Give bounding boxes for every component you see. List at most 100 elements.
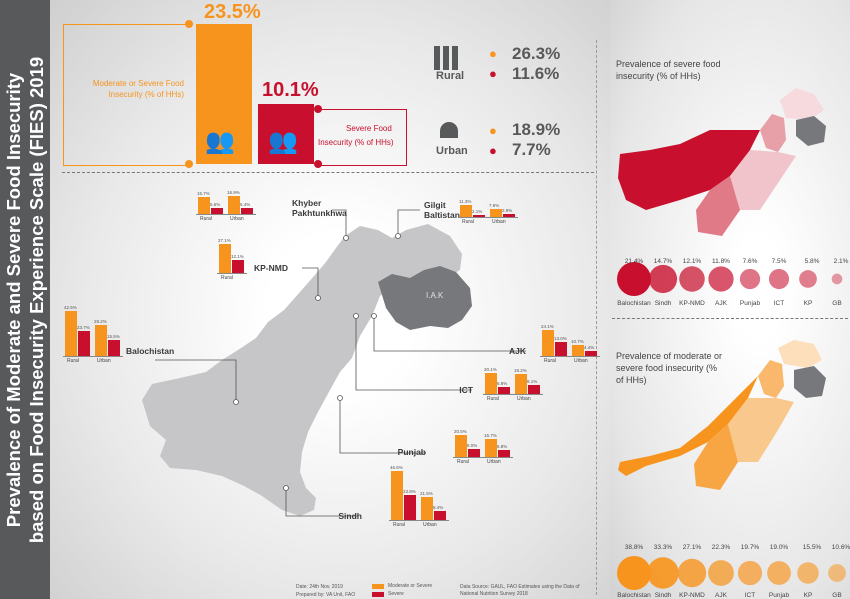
category-label-punjab-rural: Rural — [457, 459, 469, 465]
bar-severe-ajk-urban — [585, 351, 597, 356]
category-label-ajk-urban: Urban — [574, 358, 588, 364]
bar-label-severe-ict-rural: 6.8% — [497, 380, 508, 386]
category-label-sindh-urban: Urban — [423, 522, 437, 528]
people-icon-severe: 👥 — [268, 128, 298, 155]
leader-gb-dot — [395, 233, 401, 239]
province-label-khyber-pakhtunkhwa: Khyber Pakhtunkhwa — [292, 198, 347, 218]
severe-map-title: Prevalence of severe food insecurity (% … — [616, 59, 721, 81]
bubble-value-sindh: 33.3% — [654, 544, 673, 551]
severe-map-punjab — [730, 150, 796, 210]
bar-label-severe-sindh-urban: 8.4% — [433, 505, 444, 511]
bubble-value-punjab: 7.6% — [743, 258, 758, 265]
rural-label: Rural — [436, 70, 465, 82]
bubble-value-gb: 2.1% — [834, 258, 849, 265]
person-icon-urban-moderate: ● — [489, 123, 497, 138]
moderate-national-label: Moderate or Severe Food Insecurity (% of… — [92, 79, 184, 99]
province-label-punjab: Punjab — [397, 447, 426, 457]
bar-label-severe-ajk-urban: 4.4% — [584, 345, 595, 351]
moderate-national-value: 23.5% — [204, 1, 261, 23]
bubble-value-ajk: 22.3% — [712, 544, 731, 551]
bar-label-severe-khyber-pakhtunkhwa-urban: 5.4% — [240, 202, 251, 208]
bubble-value-balochistan: 38.8% — [625, 544, 644, 551]
severe-national-bar — [258, 104, 314, 164]
bar-label-moderate-gilgit-baltistan-urban: 7.9% — [489, 202, 500, 208]
bar-severe-punjab-rural — [468, 448, 480, 457]
province-label-ajk: AJK — [508, 346, 526, 356]
bar-severe-ict-rural — [498, 386, 510, 394]
category-label-gilgit-baltistan-rural: Rural — [462, 219, 474, 225]
bar-label-severe-balochistan-rural: 23.7% — [77, 324, 90, 330]
bar-label-moderate-punjab-rural: 20.5% — [454, 429, 467, 435]
bar-label-moderate-sindh-rural: 46.6% — [390, 464, 403, 470]
bar-label-moderate-khyber-pakhtunkhwa-rural: 15.7% — [197, 191, 210, 197]
moderate-map-sindh — [694, 424, 738, 490]
moderate-bubble-chart: 38.8% Balochistan 33.3% Sindh 27.1% KP-NMD 22.… — [617, 544, 850, 599]
bubble-ict — [768, 268, 790, 290]
bar-label-severe-khyber-pakhtunkhwa-rural: 5.6% — [210, 202, 221, 208]
moderate-map-kp — [758, 360, 784, 398]
leader-sindh — [285, 490, 358, 517]
leader-ict — [355, 318, 472, 391]
bar-moderate-sindh-urban — [421, 497, 433, 520]
bubble-category-sindh: Sindh — [655, 300, 672, 307]
leader-kpnmd-dot — [315, 295, 321, 301]
bar-label-moderate-ict-rural: 20.1% — [484, 366, 497, 372]
footer-source: Data Source: GAUL, FAO Estimates using t… — [460, 584, 580, 597]
divider-main — [62, 172, 594, 173]
bar-label-moderate-balochistan-urban: 29.2% — [94, 319, 107, 325]
province-label-kp-nmd: KP-NMD — [254, 263, 288, 273]
bubble-value-ajk: 11.8% — [712, 258, 730, 265]
severe-map — [618, 88, 826, 236]
leader-kp — [332, 209, 347, 236]
bubble-balochistan — [617, 262, 651, 296]
person-icon-rural-severe: ● — [489, 66, 497, 81]
bar-label-severe-gilgit-baltistan-urban: 2.9% — [502, 207, 513, 213]
bar-severe-balochistan-urban — [108, 339, 120, 356]
bubble-kp — [797, 562, 819, 584]
severe-frame-dot-bottom — [314, 160, 322, 168]
buildings-icon — [434, 46, 460, 70]
bubble-value-ict: 7.5% — [772, 258, 787, 265]
legend-moderate-label: Moderate or Severe — [388, 583, 433, 589]
severe-national-value: 10.1% — [262, 79, 319, 101]
bar-label-severe-kp-nmd-rural: 12.1% — [231, 254, 244, 260]
bubble-category-kp: KP — [804, 592, 813, 599]
category-label-khyber-pakhtunkhwa-rural: Rural — [200, 216, 212, 222]
severe-map-kp — [760, 114, 786, 152]
bubble-value-kp: 5.8% — [805, 258, 820, 265]
bar-severe-kp-nmd-rural — [232, 260, 244, 273]
person-icon-urban-severe: ● — [489, 143, 497, 158]
bar-severe-balochistan-rural — [78, 330, 90, 356]
bubble-punjab — [739, 268, 761, 290]
bubble-ajk — [708, 560, 734, 586]
bubble-value-kp-nmd: 12.1% — [683, 258, 702, 265]
bar-moderate-khyber-pakhtunkhwa-rural — [198, 197, 210, 214]
bar-moderate-ict-urban — [515, 373, 527, 394]
category-label-ict-urban: Urban — [517, 396, 531, 402]
bar-moderate-punjab-urban — [485, 439, 497, 457]
severe-bubble-chart: 21.4% Balochistan 14.7% Sindh 12.1% KP-NMD 11.… — [617, 258, 849, 307]
divider-right — [612, 318, 848, 319]
bar-label-moderate-ajk-rural: 24.1% — [541, 324, 554, 330]
bar-label-moderate-ajk-urban: 10.7% — [571, 338, 584, 344]
bubble-category-kp: KP — [804, 300, 813, 307]
leader-balochistan-dot — [233, 399, 239, 405]
national-frame-dot-top — [185, 20, 193, 28]
bar-severe-khyber-pakhtunkhwa-rural — [211, 208, 223, 214]
moderate-map-balochistan — [618, 376, 758, 476]
bubble-gb — [828, 564, 846, 582]
leader-kp-dot — [343, 235, 349, 241]
category-label-balochistan-urban: Urban — [97, 358, 111, 364]
bubble-value-sindh: 14.7% — [654, 258, 673, 265]
province-label-gilgit-baltistan: Gilgit Baltistan — [424, 200, 460, 220]
urban-severe: 7.7% — [512, 140, 551, 159]
bar-moderate-balochistan-rural — [65, 310, 77, 356]
axis-gilgit-baltistan — [458, 217, 518, 218]
bar-moderate-gilgit-baltistan-rural — [460, 205, 472, 217]
urban-moderate: 18.9% — [512, 120, 561, 139]
national-frame-moderate — [63, 24, 190, 166]
bubble-category-ajk: AJK — [715, 592, 728, 599]
bar-severe-sindh-rural — [404, 494, 416, 520]
bar-moderate-ajk-urban — [572, 344, 584, 356]
